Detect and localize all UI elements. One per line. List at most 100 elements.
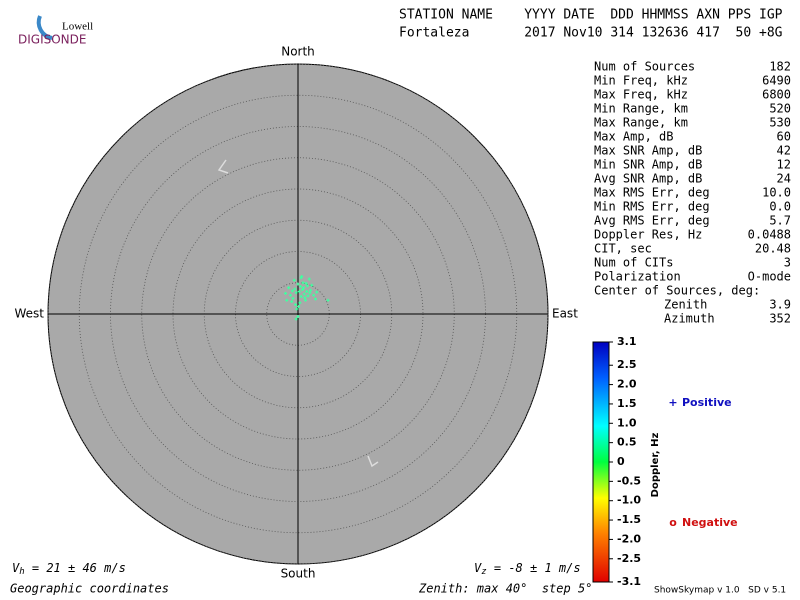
stat-label: Avg SNR Amp, dB (594, 172, 702, 186)
colorbar-tick-label: 3.1 (617, 335, 637, 348)
colorbar-label: Doppler, Hz (650, 433, 661, 498)
point (295, 307, 299, 311)
point (326, 298, 330, 302)
stat-value: 6800 (762, 88, 791, 102)
legend-symbol: o (669, 516, 677, 529)
vh-text: = 21 ± 46 m/s (25, 561, 126, 575)
stat-value: 3.9 (769, 298, 791, 312)
point (294, 303, 297, 307)
stat-label: Zenith (664, 298, 707, 312)
direction-north: North (281, 45, 315, 59)
stat-value: 3 (784, 256, 791, 270)
point (315, 290, 319, 294)
vz-symbol: V (474, 561, 482, 575)
stat-value: 530 (769, 116, 791, 130)
logo-swoosh (36, 15, 53, 40)
point (297, 305, 301, 308)
marker (367, 455, 379, 468)
point (312, 293, 316, 297)
version: ShowSkymap v 1.0 SD v 5.1 (654, 586, 786, 596)
stat-value: 520 (769, 102, 791, 116)
vz-sub: z (481, 567, 486, 577)
stat-value: O-mode (748, 270, 791, 284)
plot (47, 63, 549, 565)
stat-label: Polarization (594, 270, 681, 284)
stat-value: 20.48 (755, 242, 791, 256)
point (290, 300, 294, 303)
stat-label: CIT, sec (594, 242, 652, 256)
stat-value: 182 (769, 60, 791, 74)
colorbar-tick-label: -2.5 (617, 552, 641, 565)
point (305, 290, 309, 293)
point (287, 286, 291, 290)
colorbar-tick-label: 0 (617, 455, 625, 468)
point (308, 291, 312, 295)
point (304, 298, 307, 302)
point (310, 283, 314, 287)
point (297, 290, 301, 293)
stat-label: Max Amp, dB (594, 130, 673, 144)
stat-label: Num of CITs (594, 256, 673, 270)
point (293, 287, 297, 291)
vh-symbol: V (12, 561, 20, 575)
point (292, 278, 296, 282)
colorbar-tick-label: -1.0 (617, 494, 641, 507)
point (314, 297, 317, 301)
stat-value: 60 (777, 130, 791, 144)
colorbar-tick-label: -1.5 (617, 513, 641, 526)
stat-label: Min RMS Err, deg (594, 200, 710, 214)
vz: Vz = -8 ± 1 m/s (474, 561, 581, 577)
point (284, 291, 287, 295)
colorbar-tick-label: -3.1 (617, 575, 641, 588)
point (294, 291, 298, 295)
point (291, 296, 295, 300)
stat-label: Min Freq, kHz (594, 74, 688, 88)
point (309, 288, 312, 292)
colorbar-tick-label: 1.5 (617, 397, 637, 410)
direction-west: West (14, 307, 44, 321)
direction-south: South (281, 567, 316, 581)
header-columns: STATION NAME YYYY DATE DDD HHMMSS AXN PP… (399, 8, 783, 23)
stat-label: Min SNR Amp, dB (594, 158, 702, 172)
colorbar (592, 341, 610, 583)
point (306, 294, 310, 298)
stat-label: Max SNR Amp, dB (594, 144, 702, 158)
point (299, 285, 302, 288)
stat-value: 0.0488 (748, 228, 791, 242)
point (304, 281, 308, 285)
colorbar-tick-label: 2.0 (617, 378, 637, 391)
point (303, 296, 307, 300)
point (299, 295, 303, 298)
stat-value: 12 (777, 158, 791, 172)
legend-label: Negative (682, 516, 738, 529)
stat-value: 0.0 (769, 200, 791, 214)
logo-bottom: DIGISONDE (18, 33, 86, 47)
point (290, 289, 294, 293)
legend-symbol: + (668, 396, 677, 409)
point (296, 315, 300, 318)
stat-label: Min Range, km (594, 102, 688, 116)
stat-value: 6490 (762, 74, 791, 88)
point (301, 281, 305, 285)
point (307, 277, 311, 281)
stat-label: Doppler Res, Hz (594, 228, 702, 242)
colorbar-tick-label: 1.0 (617, 416, 637, 429)
stat-label: Max Freq, kHz (594, 88, 688, 102)
point (296, 282, 300, 286)
colorbar-tick-label: 2.5 (617, 358, 637, 371)
coords: Geographic coordinates (10, 582, 169, 596)
stat-label: Max Range, km (594, 116, 688, 130)
point (285, 298, 289, 302)
center-title: Center of Sources, deg: (594, 284, 760, 298)
zenith-note: Zenith: max 40° step 5° (418, 582, 592, 596)
vz-text: = -8 ± 1 m/s (487, 561, 581, 575)
stat-label: Max RMS Err, deg (594, 186, 710, 200)
point (299, 276, 303, 280)
legend-label: Positive (682, 396, 732, 409)
marker (217, 159, 229, 174)
colorbar-tick-label: -0.5 (617, 474, 641, 487)
stat-value: 42 (777, 144, 791, 158)
point (300, 288, 304, 292)
stat-value: 10.0 (762, 186, 791, 200)
point (302, 286, 306, 290)
